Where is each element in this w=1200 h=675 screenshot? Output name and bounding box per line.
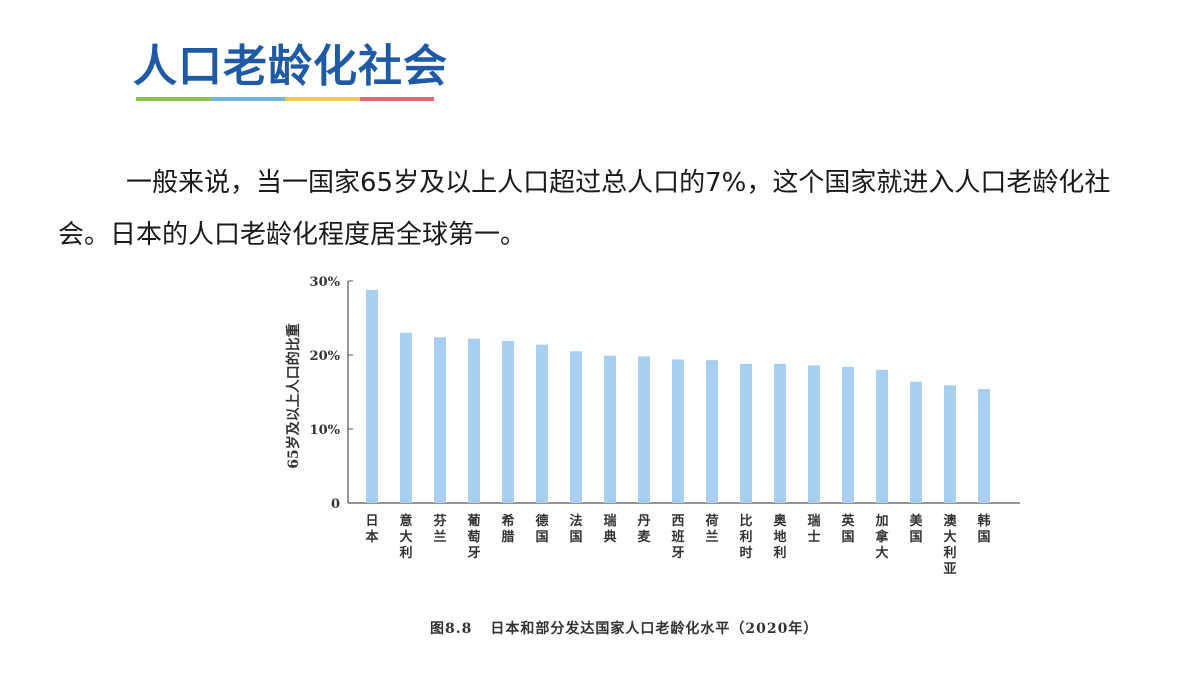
x-tick-label-瑞士: 瑞士 [807, 513, 820, 545]
y-tick-label-0: 0 [331, 497, 340, 512]
bar-意大利 [400, 332, 412, 503]
bar-日本 [366, 289, 378, 503]
bar-澳大利亚 [944, 385, 956, 503]
y-axis-title: 65岁及以上人口的比重 [285, 323, 302, 468]
bar-荷兰 [706, 360, 718, 503]
x-tick-label-德国: 德国 [535, 513, 548, 545]
intro-paragraph-text: 一般来说，当一国家65岁及以上人口超过总人口的7%，这个国家就进入人口老龄化社会… [58, 168, 1111, 250]
title-underline-red [359, 97, 434, 101]
x-tick-label-意大利: 意大利 [399, 513, 412, 561]
x-tick-label-希腊: 希腊 [501, 513, 514, 545]
y-tick-label-30: 30% [310, 275, 341, 290]
chart-caption: 图8.8 日本和部分发达国家人口老龄化水平（2020年） [430, 618, 818, 638]
bar-加拿大 [876, 369, 888, 503]
x-tick-label-日本: 日本 [365, 514, 378, 545]
bar-英国 [842, 366, 854, 503]
bar-比利时 [740, 363, 752, 503]
bar-丹麦 [638, 356, 650, 503]
x-tick-label-芬兰: 芬兰 [432, 513, 447, 545]
bar-德国 [536, 344, 548, 503]
bar-西班牙 [672, 359, 684, 503]
title-underline-yellow [285, 97, 360, 101]
bar-奥地利 [774, 363, 786, 503]
x-tick-label-英国: 英国 [840, 513, 855, 545]
x-tick-label-丹麦: 丹麦 [637, 514, 651, 545]
title-underline-blue [210, 97, 285, 101]
bar-法国 [570, 351, 582, 503]
title-underline-green [136, 97, 211, 101]
x-tick-label-奥地利: 奥地利 [773, 513, 787, 561]
x-tick-label-瑞典: 瑞典 [603, 513, 616, 545]
x-tick-label-澳大利亚: 澳大利亚 [943, 513, 957, 577]
bar-希腊 [502, 340, 514, 503]
intro-paragraph: 一般来说，当一国家65岁及以上人口超过总人口的7%，这个国家就进入人口老龄化社会… [58, 157, 1118, 261]
bar-葡萄牙 [468, 338, 480, 503]
x-tick-label-比利时: 比利时 [739, 513, 752, 561]
title-underline [136, 97, 434, 101]
bar-韩国 [978, 389, 990, 503]
x-tick-label-法国: 法国 [569, 513, 582, 545]
x-tick-label-韩国: 韩国 [977, 513, 990, 545]
x-tick-label-荷兰: 荷兰 [704, 513, 718, 545]
caption-text: 日本和部分发达国家人口老龄化水平（2020年） [490, 621, 819, 637]
caption-figure-number: 图8.8 [430, 621, 473, 637]
bar-瑞典 [604, 355, 616, 503]
x-tick-label-西班牙: 西班牙 [671, 514, 684, 561]
bar-美国 [910, 381, 922, 503]
bar-芬兰 [434, 337, 446, 503]
page-title: 人口老龄化社会 [133, 41, 448, 92]
x-tick-label-加拿大: 加拿大 [874, 514, 889, 561]
y-tick-label-20: 20% [310, 349, 341, 364]
y-tick-label-10: 10% [310, 423, 341, 438]
bar-瑞士 [808, 365, 820, 503]
x-tick-label-美国: 美国 [909, 513, 923, 545]
x-tick-label-葡萄牙: 葡萄牙 [466, 513, 480, 561]
